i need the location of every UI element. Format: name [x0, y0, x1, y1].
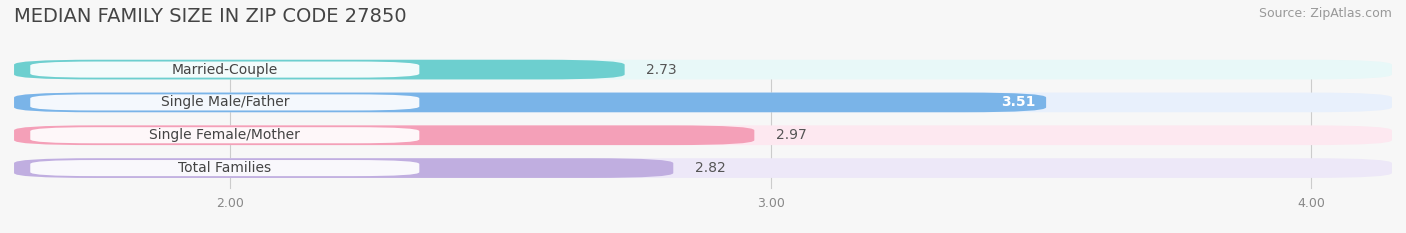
- FancyBboxPatch shape: [14, 93, 1392, 112]
- Text: Total Families: Total Families: [179, 161, 271, 175]
- FancyBboxPatch shape: [14, 60, 624, 79]
- Text: Single Female/Mother: Single Female/Mother: [149, 128, 301, 142]
- Text: MEDIAN FAMILY SIZE IN ZIP CODE 27850: MEDIAN FAMILY SIZE IN ZIP CODE 27850: [14, 7, 406, 26]
- FancyBboxPatch shape: [14, 60, 1392, 79]
- FancyBboxPatch shape: [31, 127, 419, 143]
- Text: Married-Couple: Married-Couple: [172, 63, 278, 77]
- FancyBboxPatch shape: [14, 125, 1392, 145]
- Text: Single Male/Father: Single Male/Father: [160, 96, 290, 110]
- FancyBboxPatch shape: [14, 158, 1392, 178]
- Text: 2.73: 2.73: [647, 63, 676, 77]
- FancyBboxPatch shape: [14, 125, 755, 145]
- Text: Source: ZipAtlas.com: Source: ZipAtlas.com: [1258, 7, 1392, 20]
- FancyBboxPatch shape: [31, 62, 419, 78]
- FancyBboxPatch shape: [31, 160, 419, 176]
- Text: 2.82: 2.82: [695, 161, 725, 175]
- FancyBboxPatch shape: [14, 93, 1046, 112]
- FancyBboxPatch shape: [14, 158, 673, 178]
- Text: 3.51: 3.51: [1001, 96, 1035, 110]
- FancyBboxPatch shape: [31, 94, 419, 110]
- Text: 2.97: 2.97: [776, 128, 807, 142]
